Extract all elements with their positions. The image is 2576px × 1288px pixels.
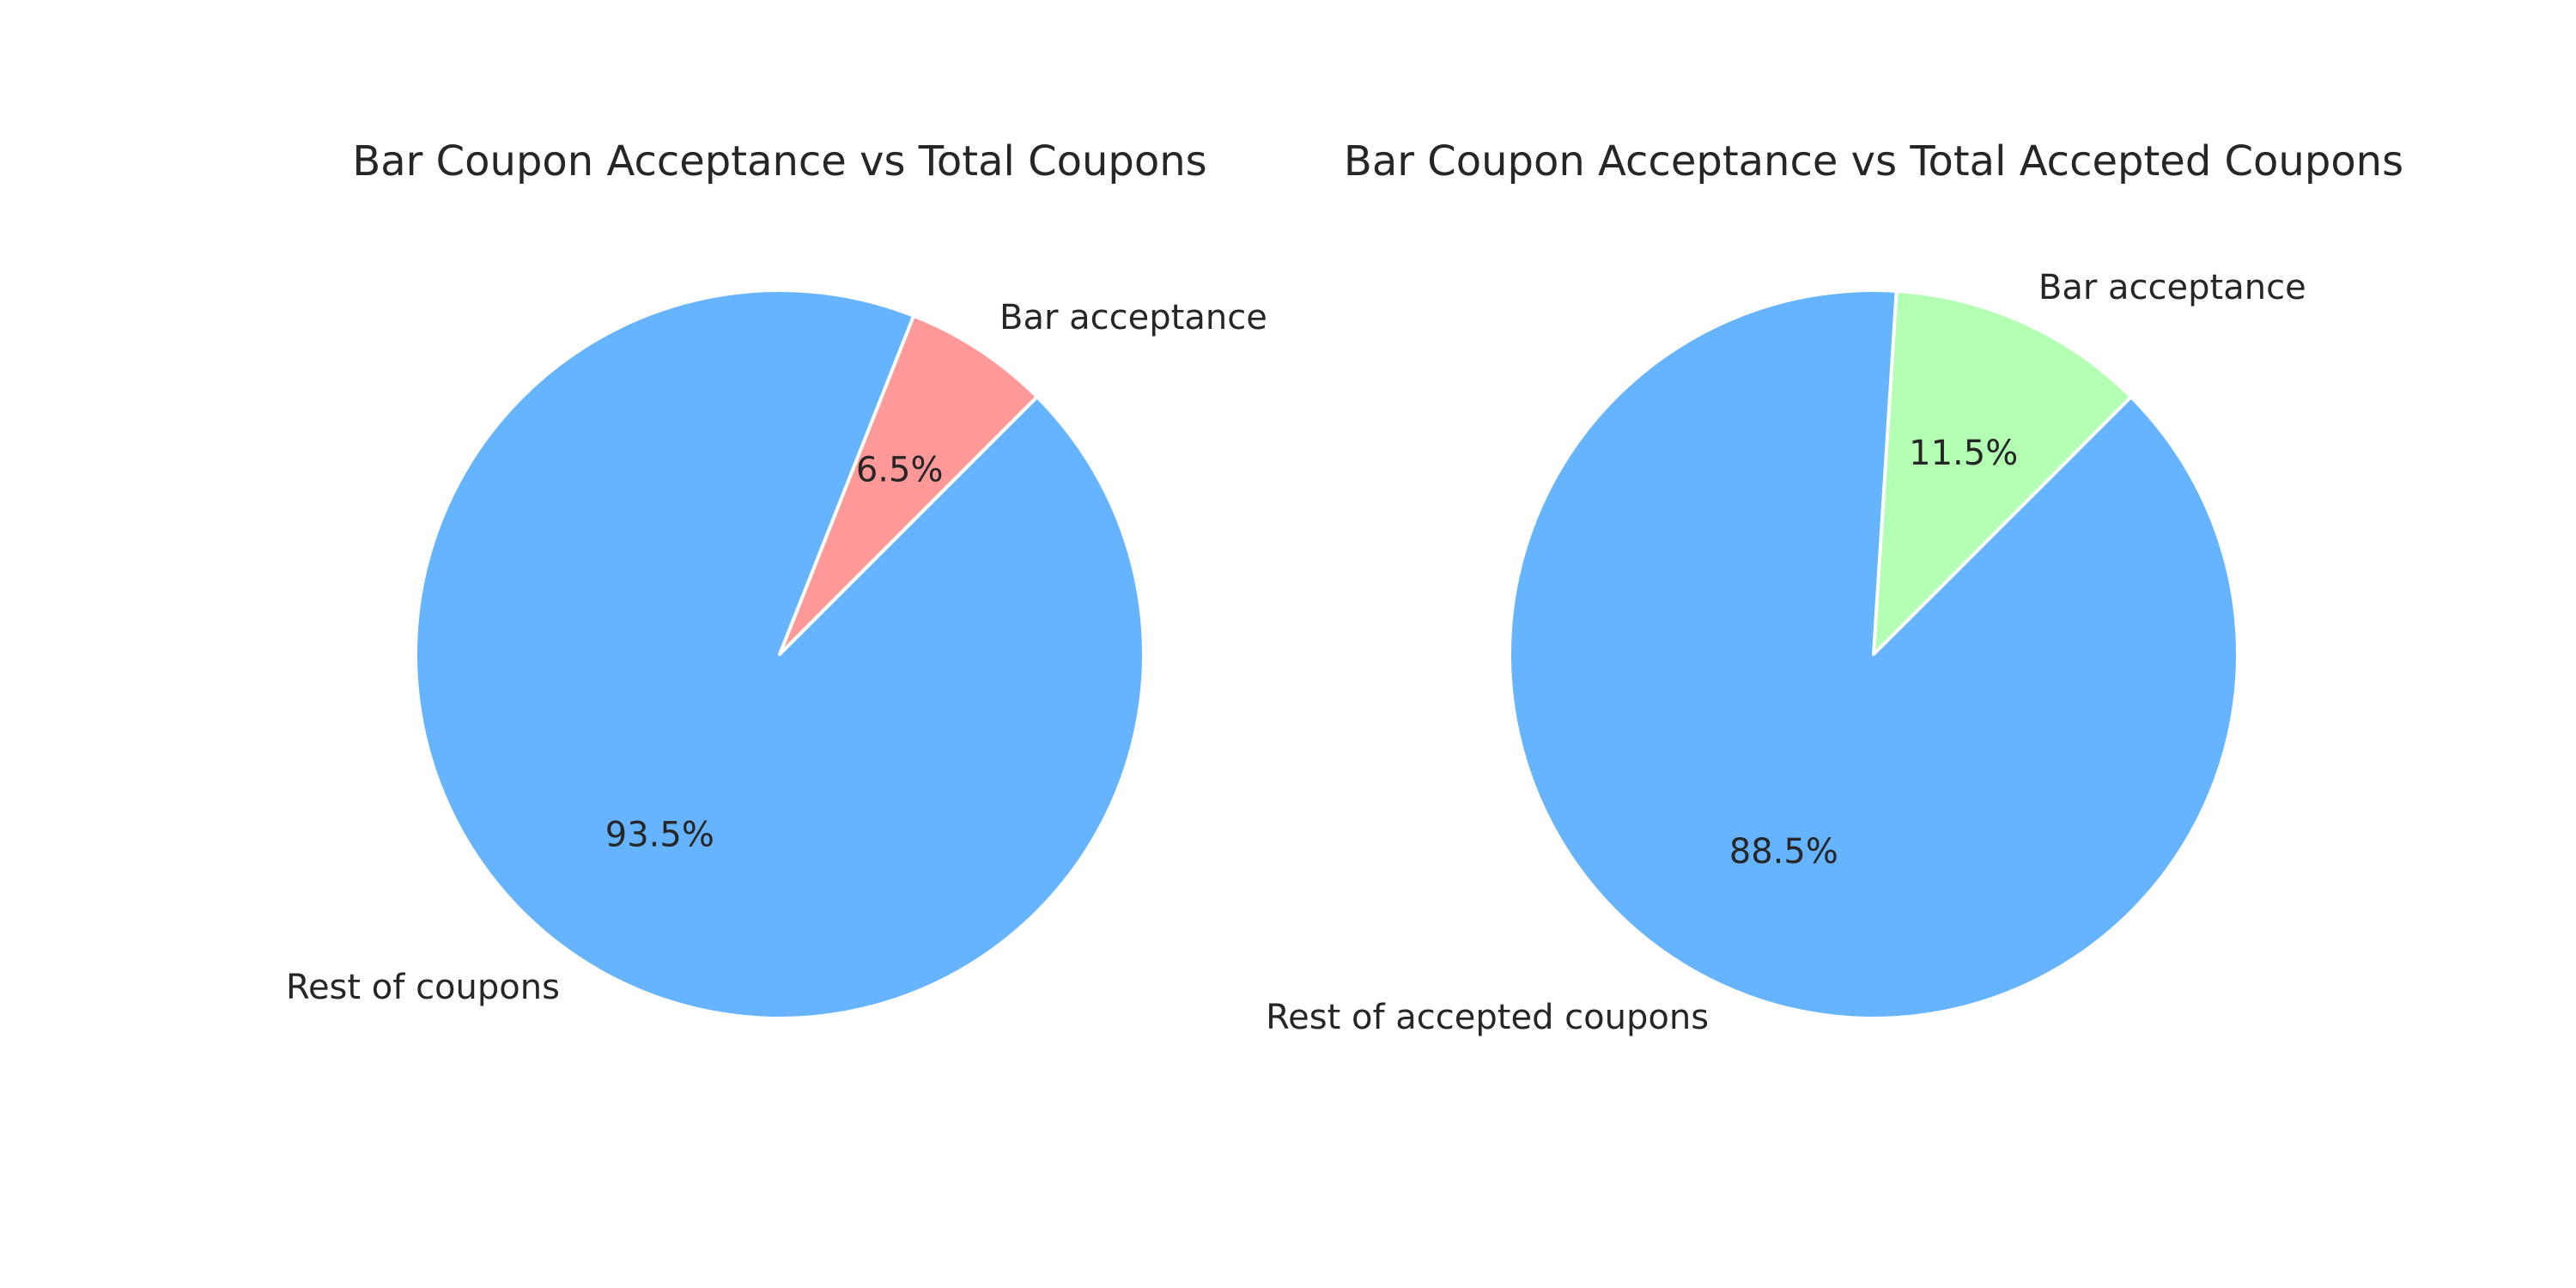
- pie-slices: [1508, 289, 2239, 1020]
- pie-labels: Bar acceptance 11.5% Rest of accepted coup…: [1266, 268, 2306, 1037]
- chart-title: Bar Coupon Acceptance vs Total Coupons: [352, 137, 1206, 185]
- pie-slices: [414, 289, 1145, 1020]
- slice-label-rest-of-accepted-coupons: Rest of accepted coupons: [1266, 998, 1709, 1037]
- slice-percent-rest-of-coupons: 93.5%: [605, 816, 714, 855]
- slice-label-bar-acceptance: Bar acceptance: [999, 298, 1267, 337]
- pie-slice-rest-of-coupons: [414, 289, 1145, 1020]
- slice-percent-rest-of-accepted-coupons: 88.5%: [1729, 832, 1838, 872]
- pie-chart-accepted-coupons: Bar Coupon Acceptance vs Total Accepted …: [1266, 137, 2403, 1037]
- pie-slice-bar-acceptance: [778, 313, 1039, 656]
- slice-percent-bar-acceptance: 6.5%: [856, 450, 944, 489]
- chart-title: Bar Coupon Acceptance vs Total Accepted …: [1344, 137, 2403, 185]
- slice-percent-bar-acceptance: 11.5%: [1909, 434, 2018, 473]
- slice-label-bar-acceptance: Bar acceptance: [2038, 268, 2306, 307]
- pie-slice-bar-acceptance: [1872, 289, 2133, 656]
- pie-labels: Bar acceptance 6.5% Rest of coupons 93.5%: [286, 298, 1267, 1007]
- pie-slice-rest-of-accepted-coupons: [1508, 289, 2239, 1020]
- pie-chart-total-coupons: Bar Coupon Acceptance vs Total Coupons B…: [286, 137, 1267, 1020]
- slice-label-rest-of-coupons: Rest of coupons: [286, 968, 560, 1007]
